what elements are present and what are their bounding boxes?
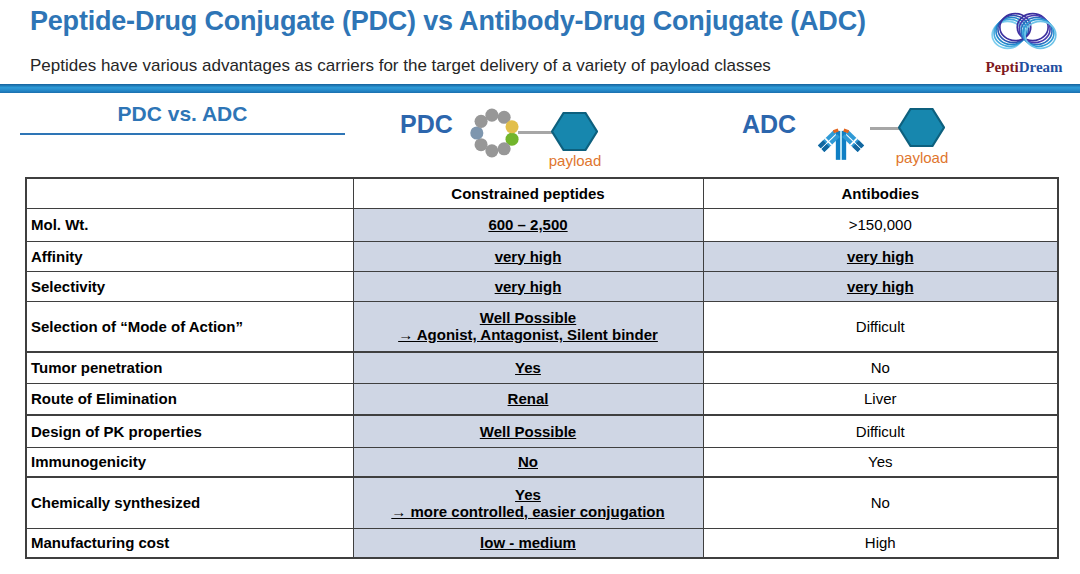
table-header-row: Constrained peptides Antibodies — [26, 178, 1058, 208]
row-label: Route of Elimination — [26, 383, 353, 415]
row-label: Chemically synthesized — [26, 477, 353, 528]
table-header-antibodies: Antibodies — [703, 178, 1058, 208]
table-row: Tumor penetration Yes No — [26, 352, 1058, 383]
adc-cell: very high — [703, 241, 1058, 271]
section-heading: PDC vs. ADC — [20, 102, 345, 126]
pdc-cell: Yes — [353, 352, 703, 383]
row-label: Affinity — [26, 241, 353, 271]
row-label: Manufacturing cost — [26, 528, 353, 558]
adc-cell: No — [703, 477, 1058, 528]
peptidream-logo: PeptiDream — [972, 3, 1076, 76]
adc-cell: Difficult — [703, 415, 1058, 447]
logo-wordmark: PeptiDream — [972, 59, 1076, 76]
pdc-cell: Yes → more controlled, easier conjugatio… — [353, 477, 703, 528]
pdc-label: PDC — [400, 110, 453, 139]
row-label: Selection of “Mode of Action” — [26, 301, 353, 352]
pdc-cell: Well Possible — [353, 415, 703, 447]
row-label: Mol. Wt. — [26, 208, 353, 241]
table-row: Selection of “Mode of Action” Well Possi… — [26, 301, 1058, 352]
slide: Peptide-Drug Conjugate (PDC) vs Antibody… — [0, 0, 1080, 574]
pdc-payload-hexagon-icon — [551, 111, 598, 156]
page-subtitle: Peptides have various advantages as carr… — [30, 56, 950, 76]
adc-payload-hexagon-icon — [898, 107, 945, 152]
section-heading-underline — [20, 133, 345, 135]
page-title: Peptide-Drug Conjugate (PDC) vs Antibody… — [30, 6, 970, 37]
row-label: Design of PK properties — [26, 415, 353, 447]
table-header-constrained-peptides: Constrained peptides — [353, 178, 703, 208]
pdc-linker-line — [518, 131, 554, 134]
pdc-cell: No — [353, 447, 703, 477]
table-row: Immunogenicity No Yes — [26, 447, 1058, 477]
pdc-payload-label: payload — [540, 152, 610, 169]
row-label: Selectivity — [26, 271, 353, 301]
peptide-ring-icon — [468, 106, 522, 164]
pdc-cell: low - medium — [353, 528, 703, 558]
comparison-table: Constrained peptides Antibodies Mol. Wt.… — [25, 177, 1059, 559]
adc-cell: Difficult — [703, 301, 1058, 352]
table-row: Mol. Wt. 600 – 2,500 >150,000 — [26, 208, 1058, 241]
table-row: Affinity very high very high — [26, 241, 1058, 271]
logo-text-pepti: Pepti — [985, 59, 1018, 75]
pdc-cell: Renal — [353, 383, 703, 415]
adc-cell: High — [703, 528, 1058, 558]
adc-payload-label: payload — [887, 149, 957, 166]
adc-cell: No — [703, 352, 1058, 383]
adc-cell: Liver — [703, 383, 1058, 415]
pdc-cell: very high — [353, 271, 703, 301]
table-row: Route of Elimination Renal Liver — [26, 383, 1058, 415]
adc-cell: Yes — [703, 447, 1058, 477]
adc-label: ADC — [742, 110, 796, 139]
pdc-cell: very high — [353, 241, 703, 271]
pdc-cell: 600 – 2,500 — [353, 208, 703, 241]
table-row: Selectivity very high very high — [26, 271, 1058, 301]
header-divider-band — [0, 84, 1080, 93]
table-row: Chemically synthesized Yes → more contro… — [26, 477, 1058, 528]
table-header-empty — [26, 178, 353, 208]
pdc-cell: Well Possible → Agonist, Antagonist, Sil… — [353, 301, 703, 352]
row-label: Immunogenicity — [26, 447, 353, 477]
row-label: Tumor penetration — [26, 352, 353, 383]
table-row: Manufacturing cost low - medium High — [26, 528, 1058, 558]
table-row: Design of PK properties Well Possible Di… — [26, 415, 1058, 447]
adc-cell: >150,000 — [703, 208, 1058, 241]
antibody-icon — [810, 103, 872, 169]
logo-text-dream: Dream — [1019, 59, 1063, 75]
adc-cell: very high — [703, 271, 1058, 301]
